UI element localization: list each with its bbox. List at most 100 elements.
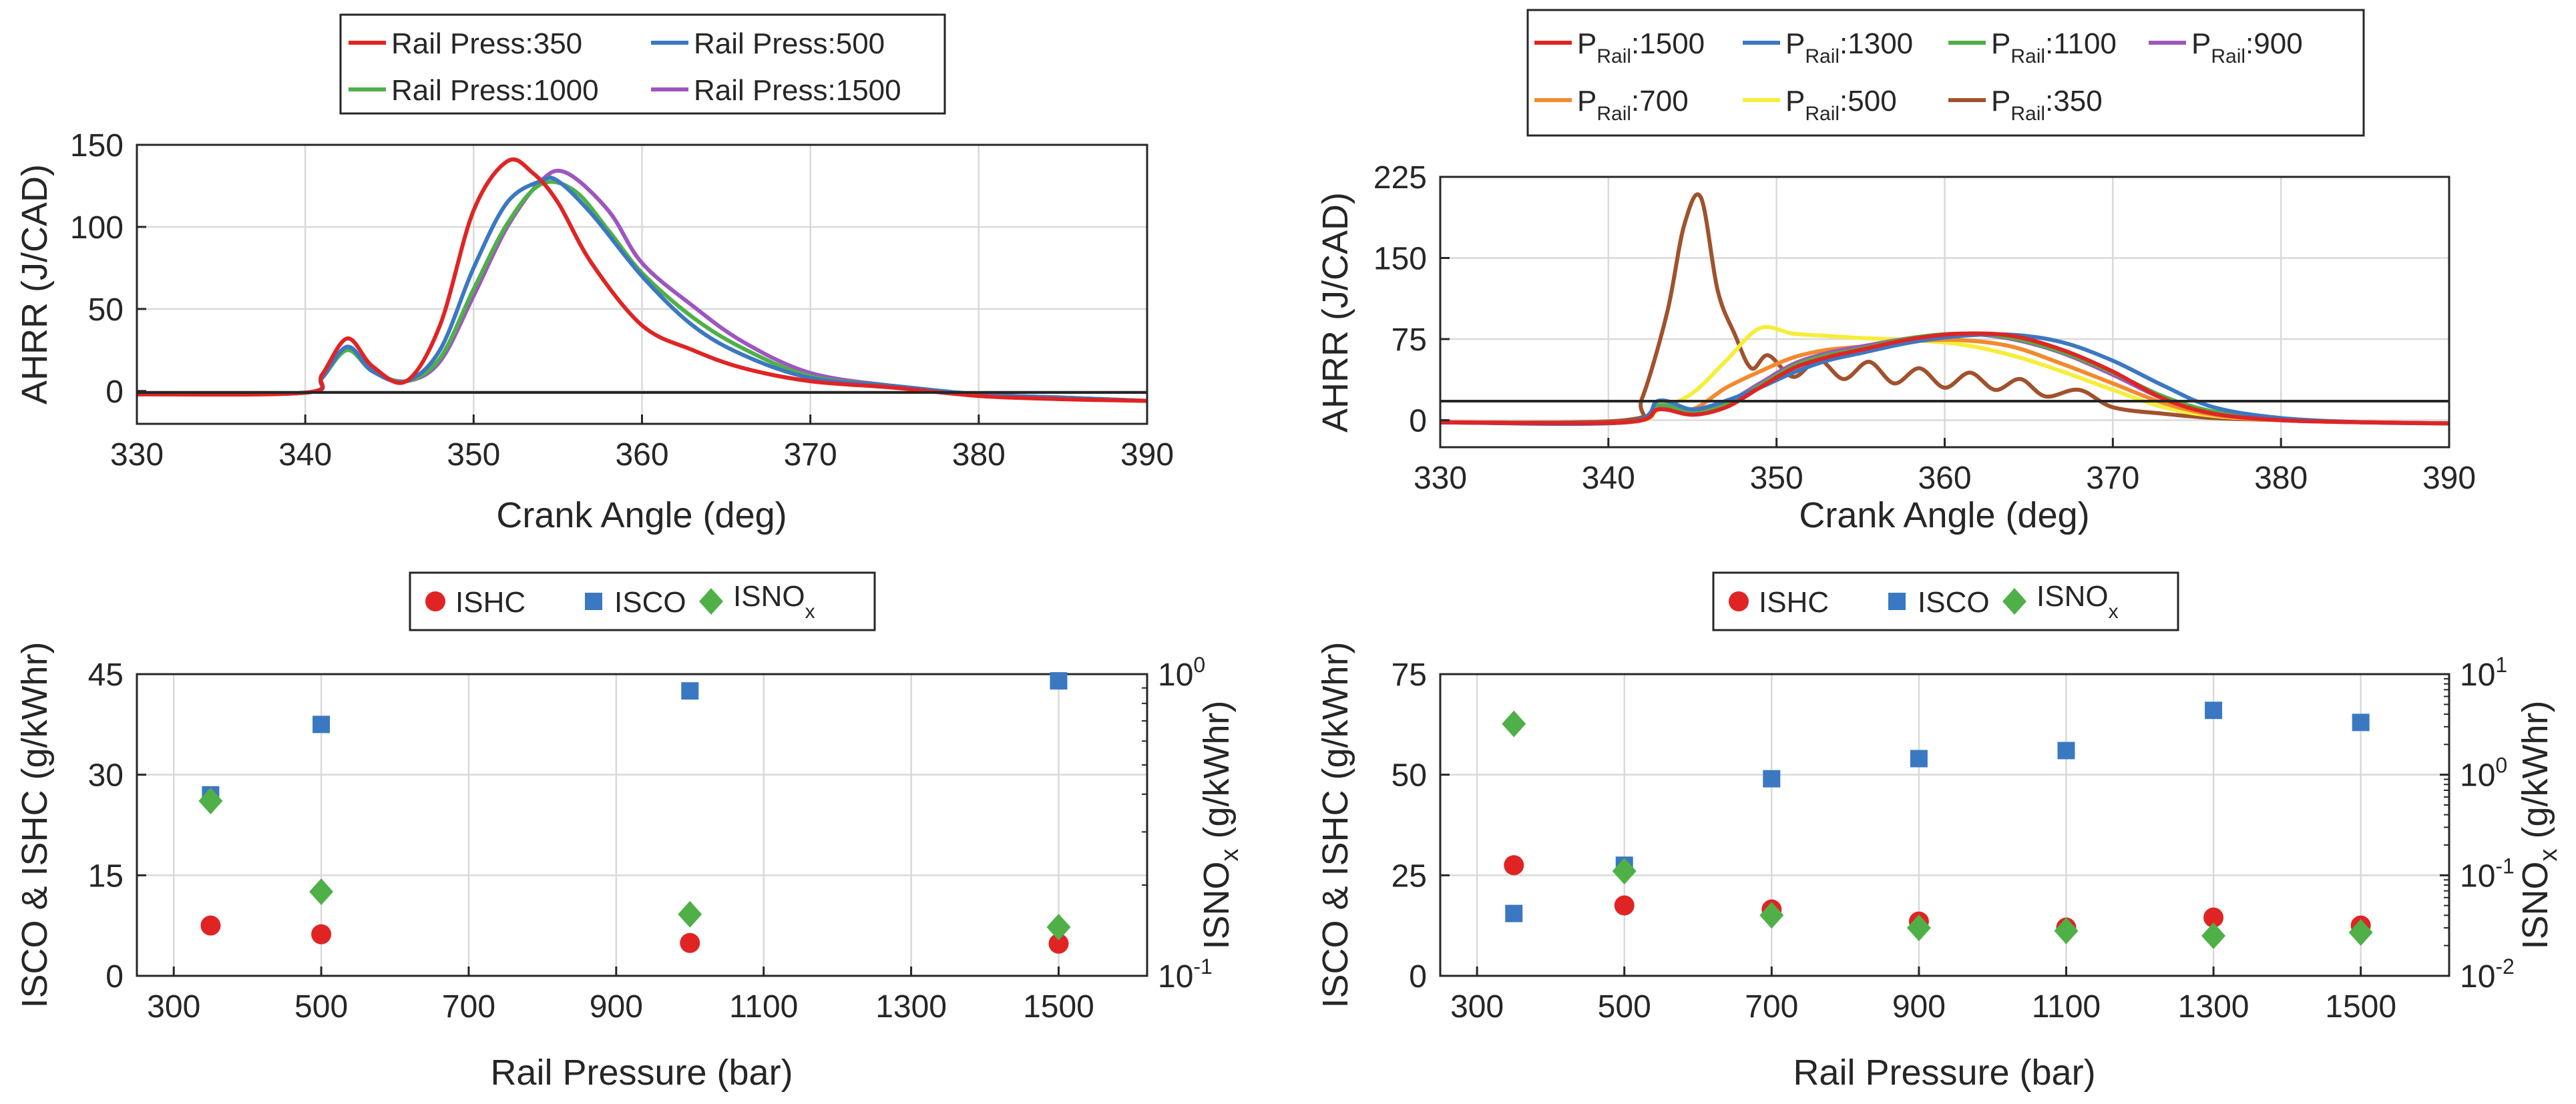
legend-item: Rail Press:500	[651, 27, 885, 60]
isco-point	[1910, 750, 1928, 768]
legend-marker-ishc	[1729, 591, 1749, 611]
y-tick-label: 150	[1373, 242, 1427, 277]
legend-item: PRail:1300	[1743, 27, 1913, 67]
legend-label: ISCO	[1918, 586, 1990, 619]
isco-point	[1763, 770, 1781, 788]
isco-point	[2057, 742, 2075, 760]
x-axis-label: Crank Angle (deg)	[1799, 495, 2089, 535]
y-tick-label: 0	[1409, 959, 1427, 995]
ishc-point	[200, 915, 221, 936]
legend-item: PRail:500	[1743, 85, 1897, 125]
isnox-point	[1759, 902, 1784, 929]
x-tick-label: 330	[110, 437, 164, 473]
y-tick-label: 45	[88, 657, 124, 693]
isnox-point	[1502, 710, 1526, 738]
y-tick-label: 0	[105, 374, 124, 410]
y-tick-label: 30	[88, 758, 124, 794]
isnox-point	[678, 900, 702, 928]
legend-label: ISNOx	[2036, 580, 2119, 623]
isco-point	[312, 716, 331, 734]
legend-label: PRail:350	[1991, 85, 2103, 125]
x-tick-label: 900	[1892, 989, 1946, 1025]
isnox-point	[2054, 917, 2079, 944]
axes-frame	[1439, 673, 2450, 977]
legend-label: Rail Press:350	[391, 27, 582, 60]
x-tick-label: 300	[147, 989, 200, 1025]
legend-marker-ishc	[425, 591, 445, 611]
series-line-rail-press-350	[136, 157, 1148, 403]
isnox-point	[2201, 922, 2226, 950]
legend: ISHC ISCO ISNOx	[1712, 571, 2179, 631]
panel-bottom-left-emissions: 300 500 700 900 1100 1300 1500 0 15 30 45 10-1 100…	[15, 571, 1244, 1093]
ishc-point	[680, 932, 700, 953]
legend-label: Rail Press:1500	[694, 74, 901, 107]
x-tick-label: 700	[1745, 989, 1798, 1025]
y-right-tick-label: 10-2	[2460, 954, 2515, 995]
legend-box	[409, 571, 876, 631]
x-tick-label: 390	[2422, 461, 2476, 496]
legend: PRail:1500 PRail:1300 PRail:1100 PRail:900 P…	[1526, 9, 2365, 137]
y-right-tick-label: 10-1	[2460, 854, 2515, 894]
x-tick-label: 1500	[1023, 989, 1094, 1025]
x-tick-label: 1100	[729, 989, 798, 1025]
x-tick-label: 340	[278, 437, 332, 473]
y-axis-label: AHRR (J/CAD)	[15, 164, 55, 404]
axes-frame	[136, 673, 1148, 977]
isnox-point	[309, 878, 334, 906]
legend-label: PRail:1100	[1991, 27, 2117, 67]
x-tick-label: 500	[294, 989, 348, 1025]
y-tick-label: 100	[70, 210, 124, 246]
legend-marker-isnox	[699, 588, 723, 615]
legend-marker-isco	[585, 593, 602, 610]
x-tick-label: 700	[442, 989, 495, 1025]
x-tick-label: 500	[1598, 989, 1651, 1025]
y-tick-label: 50	[88, 292, 124, 328]
legend-item: Rail Press:1500	[651, 74, 901, 107]
panel-top-left-ahrr: 330 340 350 360 370 380 390 0 50 100 150 Crank An…	[15, 13, 1174, 535]
legend-label: PRail:1300	[1785, 27, 1913, 67]
legend-label: Rail Press:500	[694, 27, 885, 60]
x-axis-label: Crank Angle (deg)	[496, 495, 787, 535]
legend: ISHC ISCO ISNOx	[409, 571, 876, 631]
legend-box	[1526, 9, 2365, 137]
y-right-tick-label: 10-1	[1158, 954, 1213, 995]
x-axis-label: Rail Pressure (bar)	[490, 1053, 793, 1093]
y-tick-label: 225	[1373, 160, 1427, 196]
legend-label: PRail:1500	[1577, 27, 1705, 67]
ishc-point	[1504, 855, 1524, 876]
y-axis-label: AHRR (J/CAD)	[1315, 192, 1355, 433]
panel-bottom-right-emissions: 300 500 700 900 1100 1300 1500 0 25 50 75 10-2 10-…	[1315, 571, 2563, 1093]
isnox-point	[1906, 914, 1931, 942]
x-tick-label: 1300	[875, 989, 947, 1025]
isnox-point	[2348, 919, 2373, 946]
x-tick-label: 350	[447, 437, 500, 473]
y-tick-label: 15	[88, 858, 124, 894]
x-tick-label: 340	[1582, 461, 1635, 496]
legend-box	[339, 13, 946, 115]
legend-item: PRail:1100	[1948, 27, 2117, 67]
legend-label: ISHC	[455, 586, 525, 619]
isco-point	[2352, 714, 2370, 732]
series-line-1500	[1440, 331, 2450, 426]
y-axis-label-left: ISCO & ISHC (g/kWhr)	[1315, 641, 1355, 1008]
ishc-point	[1614, 895, 1635, 916]
x-tick-label: 350	[1750, 461, 1803, 496]
x-tick-label: 900	[590, 989, 643, 1025]
legend-label: Rail Press:1000	[391, 74, 599, 107]
x-tick-label: 370	[2086, 461, 2139, 496]
legend-label: PRail:700	[1577, 85, 1689, 125]
x-tick-label: 360	[1918, 461, 1971, 496]
isnox-point	[1046, 914, 1071, 941]
y-tick-label: 75	[1391, 657, 1427, 693]
legend-item: PRail:700	[1534, 85, 1689, 125]
panel-top-right-ahrr: 330 340 350 360 370 380 390 0 75 150 225 Crank An…	[1315, 9, 2476, 535]
y-tick-label: 50	[1391, 758, 1427, 794]
legend-box	[1712, 571, 2179, 631]
legend-item: PRail:1500	[1534, 27, 1705, 67]
x-tick-label: 1300	[2178, 989, 2249, 1025]
y-tick-label: 0	[1409, 404, 1427, 439]
y-right-tick-label: 101	[2460, 653, 2507, 693]
y-tick-label: 75	[1391, 322, 1427, 358]
y-tick-label: 0	[105, 959, 124, 995]
legend-item: Rail Press:1000	[349, 74, 599, 107]
